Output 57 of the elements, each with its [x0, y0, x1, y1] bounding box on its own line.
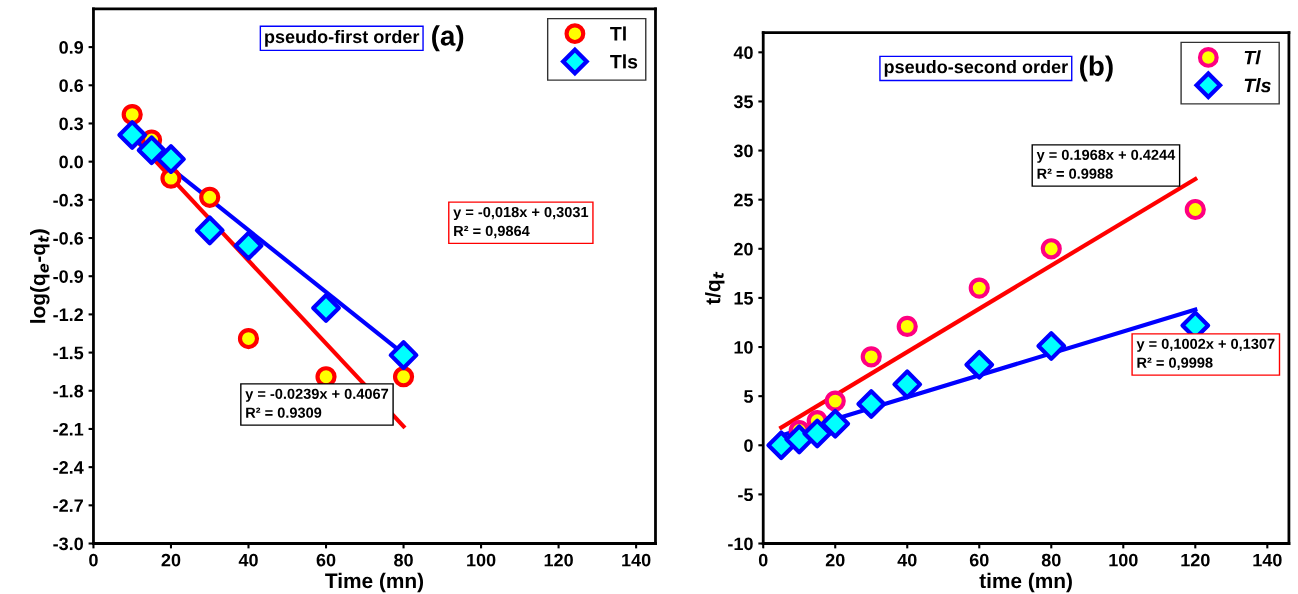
annotation: y = 0.1968x + 0.4244 R² = 0.9988: [1036, 149, 1176, 179]
x-tick-label: 140: [1253, 553, 1282, 567]
y-tick-label: -2.1: [53, 422, 84, 436]
text: pseudo-second order: [884, 60, 1068, 77]
legend-label: Tl: [610, 26, 626, 41]
y-tick-label: -10: [728, 537, 753, 551]
y-tick-label: 0.0: [59, 155, 83, 169]
x-tick-label: 0: [758, 553, 768, 567]
x-tick-label: 60: [316, 553, 336, 567]
annotation: y = -0,018x + 0,3031 R² = 0,9864: [453, 206, 589, 239]
annotation: (a): [432, 25, 464, 52]
y-tick-label: 0.3: [59, 117, 84, 131]
y-tick-label: -0.6: [53, 231, 84, 245]
x-tick-label: 0: [89, 553, 98, 567]
y-tick-label: 0: [744, 439, 753, 452]
x-tick-label: 40: [897, 553, 917, 567]
x-tick-label: 140: [622, 553, 651, 567]
x-tick-label: 20: [161, 553, 181, 567]
y-tick-label: -1.8: [53, 384, 84, 398]
y-tick-label: 10: [734, 340, 753, 354]
y-tick-label: -2.7: [53, 499, 83, 512]
y-tick-label: -0.9: [53, 270, 84, 283]
x-tick-label: 100: [467, 553, 496, 567]
annotation: (b): [1080, 55, 1113, 82]
x-tick-label: 20: [825, 553, 845, 567]
x-tick-label: 80: [394, 553, 413, 567]
x-tick-label: 120: [1181, 553, 1210, 567]
y-tick-label: 30: [733, 144, 753, 158]
text: pseudo-first order: [265, 29, 420, 47]
y-tick-label: -1.5: [53, 346, 84, 360]
y-tick-label: -2.4: [53, 461, 84, 474]
y-axis-title: t/q$_{t}$: [705, 271, 725, 305]
x-tick-label: 80: [1041, 553, 1061, 567]
y-tick-label: 0.9: [59, 41, 84, 54]
x-axis-title: time (mn): [979, 572, 1072, 593]
annotation: y = 0,1002x + 0,1307 R² = 0,9998: [1136, 338, 1275, 370]
y-tick-label: 20: [734, 242, 753, 256]
y-tick-label: 0.6: [59, 79, 84, 92]
y-tick-label: -5: [738, 488, 753, 502]
x-tick-label: 120: [544, 553, 573, 567]
y-tick-label: 40: [733, 46, 753, 60]
legend-label: Tl: [1244, 50, 1261, 65]
y-tick-label: 25: [734, 193, 753, 207]
y-tick-label: 5: [744, 390, 753, 403]
y-tick-label: -0.3: [53, 193, 84, 207]
y-tick-label: -1.2: [53, 308, 84, 321]
x-tick-label: 40: [238, 553, 258, 567]
legend-label: Tls: [1244, 78, 1271, 93]
y-tick-label: -3.0: [53, 537, 83, 551]
y-tick-label: 15: [734, 292, 753, 305]
x-tick-label: 60: [969, 553, 989, 567]
legend-label: Tls: [610, 54, 638, 69]
x-axis-title: Time (mn): [325, 572, 424, 593]
y-tick-label: 35: [733, 95, 753, 109]
x-tick-label: 100: [1109, 553, 1138, 567]
y-axis-title: log(q$_{e}$-q$_{t}$): [30, 229, 50, 323]
annotation: y = -0.0239x + 0.4067 R² = 0.9309: [245, 388, 389, 418]
